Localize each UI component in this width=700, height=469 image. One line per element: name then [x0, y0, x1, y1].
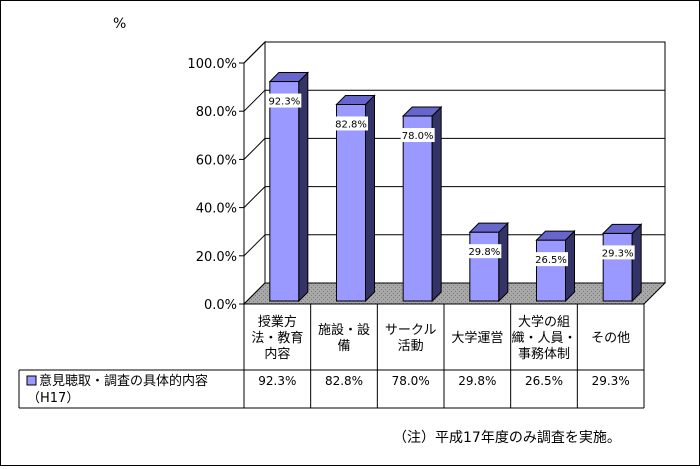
category-label: 織・人員・: [511, 331, 576, 346]
category-label: その他: [591, 331, 630, 346]
bar-front: [469, 231, 500, 302]
legend-swatch: [26, 375, 37, 386]
data-label: 78.0%: [402, 131, 434, 142]
y-tick-label: 0.0%: [204, 298, 237, 313]
y-tick-label: 20.0%: [196, 250, 237, 265]
data-label-box: [267, 93, 302, 108]
y-tick-label: 80.0%: [196, 105, 237, 120]
data-label-box: [334, 116, 368, 131]
data-label: 92.3%: [268, 97, 300, 108]
gridline-side: [243, 41, 266, 64]
y-tick-label: 40.0%: [196, 202, 237, 217]
category-label: 大学の組: [518, 314, 570, 330]
table-value: 29.8%: [458, 374, 496, 388]
category-label: 授業方: [258, 314, 297, 330]
bar-top: [468, 222, 510, 233]
table-value: 92.3%: [258, 374, 296, 388]
bar-front: [336, 103, 366, 302]
side-wall: [243, 40, 266, 306]
gridline-side: [243, 89, 266, 112]
category-label: 大学運営: [451, 330, 503, 346]
legend-label: 意見聴取・調査の具体的内容: [39, 373, 208, 389]
bar-side: [498, 221, 509, 303]
bar-front: [402, 115, 433, 302]
category-label: 備: [337, 338, 350, 354]
category-label: 法・教育: [251, 330, 303, 346]
category-label: 施設・設: [318, 322, 370, 338]
gridline-side: [243, 138, 266, 160]
data-label: 82.8%: [335, 119, 367, 130]
gridline-side: [243, 234, 266, 257]
data-label: 29.8%: [468, 247, 500, 258]
y-tick-label: 60.0%: [196, 153, 237, 168]
bar-top: [601, 223, 643, 234]
gridlines: [243, 41, 665, 257]
footnote: （注）平成17年度のみ調査を実施。: [393, 430, 621, 446]
bar-front: [269, 81, 300, 302]
category-label: 内容: [264, 346, 290, 362]
category-label: 事務体制: [518, 347, 570, 362]
bar-top: [335, 94, 376, 105]
data-label: 29.3%: [602, 248, 634, 259]
data-label-box: [534, 252, 568, 267]
unit-label: %: [113, 16, 126, 32]
data-label-box: [467, 244, 502, 259]
gridline-side: [243, 186, 266, 208]
bar-top: [268, 72, 310, 83]
bar-front: [602, 232, 633, 302]
table-value: 29.3%: [592, 374, 630, 388]
bars: 92.3% 82.8% 78.0% 29.8% 26.5% 29.3%: [267, 71, 643, 303]
category-label: サークル: [385, 323, 437, 338]
bar-front: [536, 239, 566, 302]
table-value: 26.5%: [525, 374, 563, 388]
data-label-box: [400, 128, 435, 143]
table-value: 82.8%: [325, 374, 363, 388]
legend-label-suffix: （H17）: [27, 391, 79, 406]
category-label: 活動: [398, 339, 424, 354]
y-tick-label: 100.0%: [187, 57, 237, 72]
bar-top: [401, 106, 443, 117]
bar-side: [631, 223, 642, 303]
data-label-box: [600, 245, 635, 260]
bar-top: [535, 230, 576, 241]
y-axis: 100.0% 80.0% 60.0% 40.0% 20.0% 0.0%: [187, 57, 245, 313]
data-label: 26.5%: [535, 255, 567, 266]
table-value: 78.0%: [392, 374, 430, 388]
